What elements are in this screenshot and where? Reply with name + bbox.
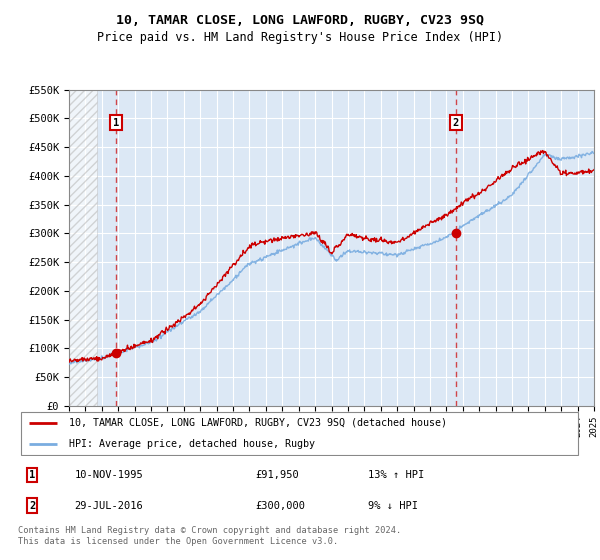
Text: 1: 1	[29, 470, 35, 480]
Text: 9% ↓ HPI: 9% ↓ HPI	[368, 501, 418, 511]
Text: 10, TAMAR CLOSE, LONG LAWFORD, RUGBY, CV23 9SQ: 10, TAMAR CLOSE, LONG LAWFORD, RUGBY, CV…	[116, 14, 484, 27]
Text: 2: 2	[29, 501, 35, 511]
Text: 1: 1	[113, 118, 119, 128]
Text: 29-JUL-2016: 29-JUL-2016	[74, 501, 143, 511]
Text: 13% ↑ HPI: 13% ↑ HPI	[368, 470, 424, 480]
Text: HPI: Average price, detached house, Rugby: HPI: Average price, detached house, Rugb…	[69, 438, 315, 449]
Text: £300,000: £300,000	[255, 501, 305, 511]
Text: 10-NOV-1995: 10-NOV-1995	[74, 470, 143, 480]
Bar	[69, 90, 97, 406]
FancyBboxPatch shape	[21, 412, 578, 455]
Text: 10, TAMAR CLOSE, LONG LAWFORD, RUGBY, CV23 9SQ (detached house): 10, TAMAR CLOSE, LONG LAWFORD, RUGBY, CV…	[69, 418, 447, 428]
Text: £91,950: £91,950	[255, 470, 299, 480]
Text: Contains HM Land Registry data © Crown copyright and database right 2024.
This d: Contains HM Land Registry data © Crown c…	[18, 526, 401, 546]
Text: 2: 2	[453, 118, 459, 128]
Text: Price paid vs. HM Land Registry's House Price Index (HPI): Price paid vs. HM Land Registry's House …	[97, 31, 503, 44]
